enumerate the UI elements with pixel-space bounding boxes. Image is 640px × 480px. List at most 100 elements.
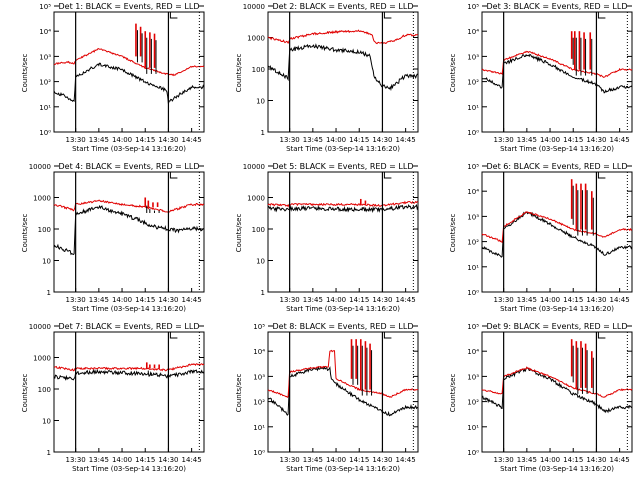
plot-frame (482, 172, 632, 292)
x-tick-label: 14:00 (540, 136, 560, 144)
series-events-line (54, 63, 204, 103)
y-tick-label: 1000 (247, 195, 265, 203)
y-tick-label: 10¹ (39, 104, 51, 112)
x-tick-label: 13:30 (280, 456, 300, 464)
y-tick-label: 10⁵ (467, 163, 479, 171)
y-tick-label: 1000 (33, 355, 51, 363)
series-events-line (268, 45, 418, 89)
y-tick-label: 10³ (39, 53, 51, 61)
x-tick-label: 13:45 (517, 136, 537, 144)
y-axis-label: Counts/sec (21, 374, 29, 413)
y-tick-label: 10³ (253, 373, 265, 381)
panel-title: Det 3: BLACK = Events, RED = LLD (487, 2, 628, 11)
x-axis-label: Start Time (03-Sep-14 13:16:20) (500, 305, 614, 313)
x-tick-label: 14:15 (135, 456, 155, 464)
series-events-line (268, 205, 418, 211)
x-tick-label: 14:45 (396, 136, 416, 144)
panel-det-2: Det 2: BLACK = Events, RED = LLD11010010… (235, 2, 418, 153)
y-tick-label: 10¹ (467, 264, 479, 272)
y-tick-label: 1000 (33, 195, 51, 203)
marker-flag (170, 12, 177, 18)
y-tick-label: 1 (261, 289, 265, 297)
y-tick-label: 10⁰ (253, 449, 265, 457)
series-lld-line (54, 200, 204, 212)
series-events-line (54, 370, 204, 380)
y-tick-label: 10² (467, 239, 479, 247)
x-tick-label: 14:00 (112, 456, 132, 464)
x-tick-label: 13:45 (89, 136, 109, 144)
x-tick-label: 14:15 (563, 456, 583, 464)
panel-det-7: Det 7: BLACK = Events, RED = LLD 1 10 100 10… (21, 322, 204, 473)
x-tick-label: 13:30 (494, 296, 514, 304)
panel-title: Det 6: BLACK = Events, RED = LLD (487, 162, 628, 171)
y-tick-label: 10⁰ (39, 129, 51, 137)
marker-flag (170, 172, 177, 178)
plot-frame (482, 12, 632, 132)
series-lld-line (268, 350, 418, 397)
y-tick-label: 10⁵ (467, 323, 479, 331)
x-tick-label: 14:30 (586, 456, 606, 464)
y-tick-label: 10⁴ (39, 28, 51, 36)
plot-frame (482, 332, 632, 452)
x-tick-label: 13:45 (89, 296, 109, 304)
series-lld-line (482, 51, 632, 77)
y-axis-label: Counts/sec (235, 214, 243, 253)
x-tick-label: 13:30 (494, 136, 514, 144)
y-tick-label: 10000 (243, 163, 265, 171)
x-tick-label: 14:00 (326, 296, 346, 304)
plot-frame (54, 172, 204, 292)
x-tick-label: 14:45 (182, 456, 202, 464)
y-tick-label: 10³ (467, 53, 479, 61)
y-tick-label: 1 (261, 129, 265, 137)
y-axis-label: Counts/sec (449, 374, 457, 413)
panel-det-9: Det 9: BLACK = Events, RED = LLD 10⁰ 10¹ 10… (449, 322, 632, 473)
x-tick-label: 14:30 (372, 456, 392, 464)
series-lld-line (54, 49, 204, 76)
panel-det-1: Det 1: BLACK = Events, RED = LLD 10⁰ 10¹ 10… (21, 2, 204, 153)
x-tick-label: 14:15 (563, 296, 583, 304)
x-tick-label: 14:45 (182, 136, 202, 144)
x-tick-label: 13:30 (494, 456, 514, 464)
detector-lightcurve-grid: Det 1: BLACK = Events, RED = LLD 10⁰ 10¹ 10… (0, 0, 640, 480)
x-tick-label: 13:45 (89, 456, 109, 464)
panel-title: Det 1: BLACK = Events, RED = LLD (59, 2, 200, 11)
y-tick-label: 10⁴ (467, 188, 479, 196)
plot-frame (268, 12, 418, 132)
marker-flag (384, 12, 391, 18)
x-tick-label: 14:45 (610, 296, 630, 304)
y-tick-label: 10000 (29, 163, 51, 171)
y-tick-label: 100 (38, 386, 51, 394)
y-tick-label: 10 (42, 418, 51, 426)
y-tick-label: 1 (47, 449, 51, 457)
y-axis-label: Counts/sec (235, 54, 243, 93)
x-tick-label: 13:45 (517, 456, 537, 464)
series-lld-line (482, 367, 632, 397)
x-tick-label: 13:45 (303, 296, 323, 304)
y-tick-label: 10000 (243, 3, 265, 11)
x-axis-label: Start Time (03-Sep-14 13:16:20) (286, 145, 400, 153)
y-tick-label: 10⁴ (467, 28, 479, 36)
panel-det-8: Det 8: BLACK = Events, RED = LLD10⁰10¹10… (235, 322, 418, 473)
y-tick-label: 10⁴ (467, 348, 479, 356)
x-tick-label: 13:45 (303, 456, 323, 464)
x-tick-label: 14:45 (396, 296, 416, 304)
x-axis-label: Start Time (03-Sep-14 13:16:20) (500, 465, 614, 473)
x-tick-label: 14:00 (326, 136, 346, 144)
x-tick-label: 13:30 (66, 136, 86, 144)
y-tick-label: 100 (38, 226, 51, 234)
x-tick-label: 13:30 (66, 456, 86, 464)
x-tick-label: 14:00 (540, 296, 560, 304)
series-events-line (268, 367, 418, 415)
panel-det-5: Det 5: BLACK = Events, RED = LLD11010010… (235, 162, 418, 313)
y-tick-label: 10⁴ (253, 348, 265, 356)
y-tick-label: 10⁰ (467, 289, 479, 297)
x-tick-label: 14:45 (396, 456, 416, 464)
x-tick-label: 13:45 (517, 296, 537, 304)
y-tick-label: 10¹ (467, 104, 479, 112)
x-tick-label: 14:15 (349, 296, 369, 304)
y-tick-label: 10⁵ (467, 3, 479, 11)
x-tick-label: 14:15 (349, 456, 369, 464)
series-events-line (54, 206, 204, 254)
y-axis-label: Counts/sec (449, 214, 457, 253)
y-tick-label: 1000 (247, 35, 265, 43)
